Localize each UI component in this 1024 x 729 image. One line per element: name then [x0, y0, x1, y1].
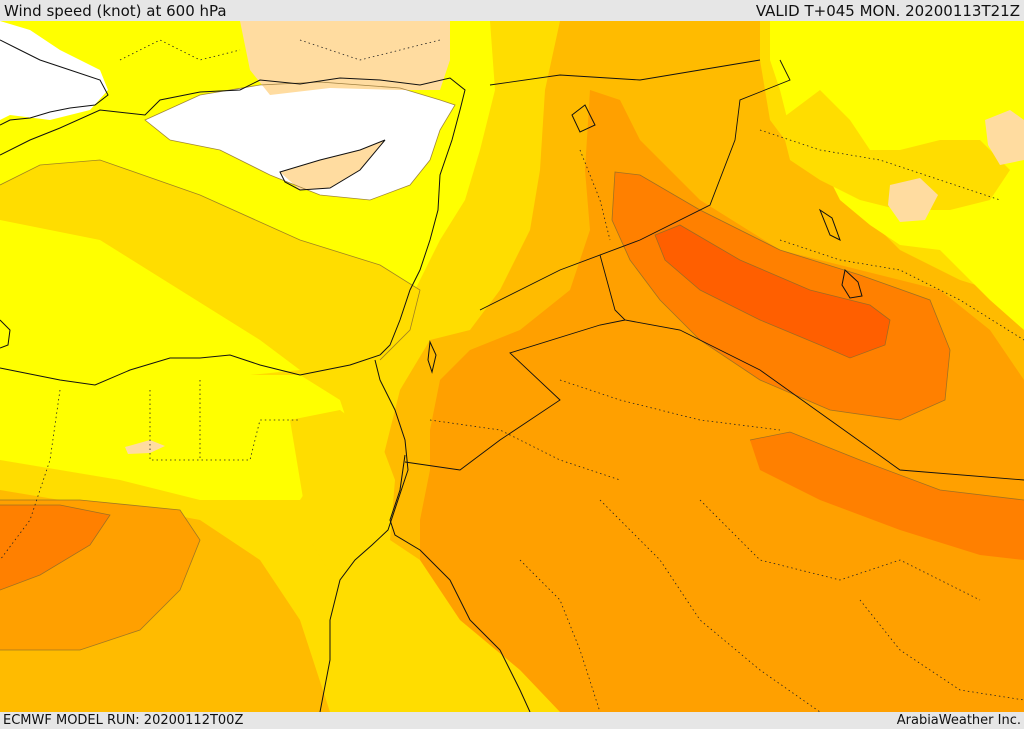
wind-band-east-inner	[780, 90, 1010, 210]
wind-band-level6-core	[655, 225, 890, 358]
wind-band-lowest-aegean	[0, 21, 108, 120]
country-borders	[404, 59, 1024, 481]
wind-band-lowest	[145, 82, 455, 200]
valid-time: VALID T+045 MON. 20200113T21Z	[755, 1, 1020, 20]
wind-band-low-iran	[888, 178, 938, 222]
wind-band-low-egypt	[125, 440, 165, 454]
admin-boundaries	[0, 39, 1024, 712]
wind-band-yellow-egypt	[0, 370, 350, 500]
wind-band-red-sea	[290, 410, 560, 712]
map-header: Wind speed (knot) at 600 hPa VALID T+045…	[0, 0, 1024, 21]
wind-band-level5-southwest	[0, 505, 110, 590]
coastlines	[0, 39, 863, 712]
map-canvas	[0, 21, 1024, 712]
map-footer: ECMWF MODEL RUN: 20200112T00Z ArabiaWeat…	[0, 712, 1024, 729]
credit: ArabiaWeather Inc.	[896, 713, 1021, 728]
wind-speed-map	[0, 21, 1024, 712]
wind-band-level4-east	[420, 90, 1024, 712]
wind-band-low-turkey	[240, 21, 450, 95]
wind-band-med-strip	[0, 160, 420, 370]
wind-band-level5-southeast	[750, 432, 1024, 560]
model-run: ECMWF MODEL RUN: 20200112T00Z	[3, 713, 244, 728]
map-title: Wind speed (knot) at 600 hPa	[4, 1, 227, 20]
wind-band-low-cyprus	[280, 140, 385, 190]
isotach-contours	[0, 81, 1024, 651]
wind-band-low-ne	[985, 110, 1024, 165]
